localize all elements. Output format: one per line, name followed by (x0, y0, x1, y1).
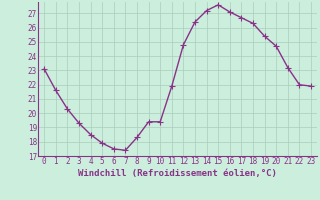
X-axis label: Windchill (Refroidissement éolien,°C): Windchill (Refroidissement éolien,°C) (78, 169, 277, 178)
